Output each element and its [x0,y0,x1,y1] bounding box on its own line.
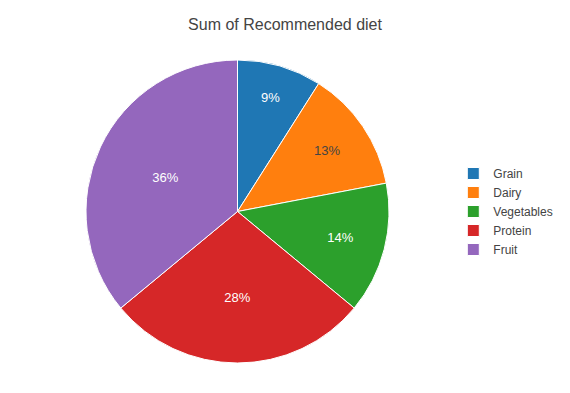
svg-text:14%: 14% [327,230,353,245]
svg-text:Dairy: Dairy [493,186,521,200]
svg-text:Vegetables: Vegetables [493,205,552,219]
svg-text:13%: 13% [314,143,340,158]
svg-text:28%: 28% [224,290,250,305]
svg-text:36%: 36% [152,170,178,185]
svg-text:Fruit: Fruit [493,243,518,257]
svg-text:Grain: Grain [493,167,522,181]
svg-text:Sum of Recommended diet: Sum of Recommended diet [188,16,382,33]
svg-text:9%: 9% [261,90,280,105]
svg-text:Protein: Protein [493,224,531,238]
